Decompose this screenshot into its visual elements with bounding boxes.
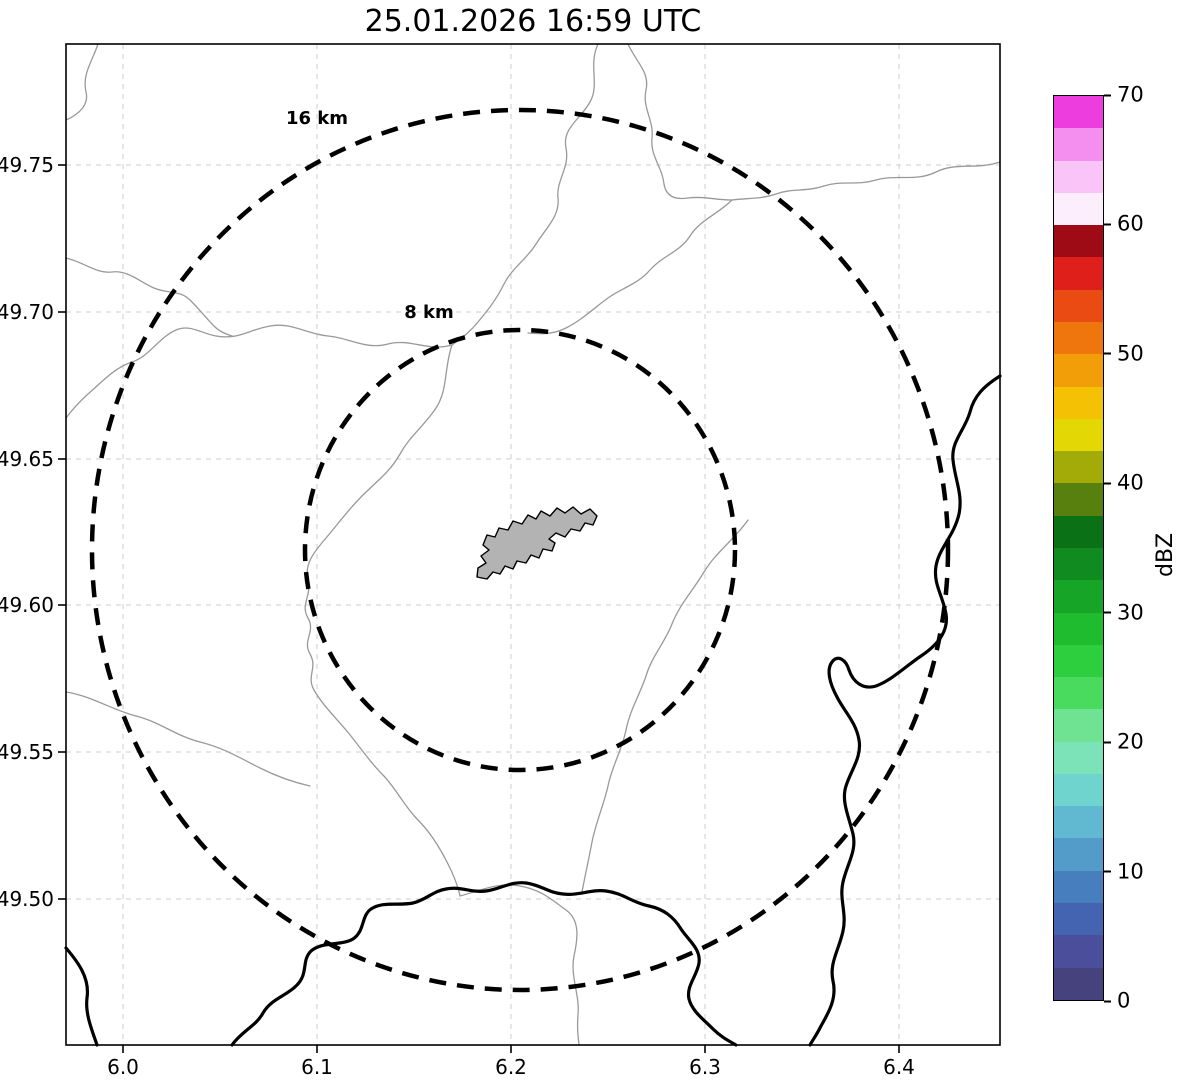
river-line	[451, 43, 599, 346]
y-tick-label: 49.70	[0, 300, 54, 324]
y-tick-label: 49.65	[0, 447, 54, 471]
colorbar-tick: 30	[1104, 602, 1144, 623]
colorbar-tick: 0	[1104, 988, 1131, 1013]
axis-ticks	[58, 164, 900, 1053]
colorbar-tick-mark	[1104, 741, 1111, 744]
colorbar-tick-mark	[1104, 611, 1111, 614]
x-tick-label: 6.3	[689, 1055, 721, 1079]
figure-title: 25.01.2026 16:59 UTC	[364, 4, 702, 39]
x-tick-label: 6.2	[495, 1055, 527, 1079]
range-ring-8km	[302, 327, 738, 773]
axes-frame	[65, 43, 1001, 1046]
colorbar-label: dBZ	[1153, 532, 1178, 577]
river-line	[65, 43, 99, 121]
colorbar-tick-label: 10	[1117, 859, 1144, 884]
colorbar-tick-label: 50	[1117, 341, 1144, 366]
country-border-east	[808, 374, 1002, 1047]
y-tick-label: 49.55	[0, 740, 54, 764]
y-tick-label: 49.75	[0, 153, 54, 177]
colorbar-tick-mark	[1104, 223, 1111, 226]
river-line	[527, 199, 733, 335]
range-ring-16km	[89, 107, 951, 993]
colorbar-tick: 10	[1104, 861, 1144, 882]
colorbar-tick-mark	[1104, 352, 1111, 355]
river-line	[731, 161, 1001, 201]
colorbar-tick: 20	[1104, 729, 1144, 754]
colorbar-tick-label: 20	[1117, 729, 1144, 754]
colorbar-tick: 60	[1104, 211, 1144, 236]
river-line	[65, 691, 311, 787]
river-line	[627, 43, 733, 201]
x-tick-label: 6.1	[301, 1055, 333, 1079]
colorbar-tick: 70	[1104, 82, 1144, 107]
river-line	[65, 257, 233, 337]
x-tick-label: 6.4	[883, 1055, 915, 1079]
colorbar-gradient	[1053, 95, 1104, 1001]
colorbar-tick-label: 40	[1117, 470, 1144, 495]
y-tick-label: 49.50	[0, 887, 54, 911]
colorbar-tick-mark	[1104, 482, 1111, 485]
river-line	[304, 344, 461, 897]
country-border-lines	[64, 374, 1002, 1047]
colorbar-tick: 50	[1104, 343, 1144, 364]
colorbar-tick-label: 30	[1117, 600, 1144, 625]
colorbar-tick-mark	[1104, 870, 1111, 873]
river-line	[459, 884, 580, 1046]
colorbar-tick-label: 0	[1117, 988, 1131, 1013]
colorbar: 70 60 50 40 30 20 10 0	[1053, 84, 1144, 1011]
colorbar-tick-label: 70	[1117, 82, 1144, 107]
colorbar-tick-mark	[1104, 1000, 1111, 1002]
ring-label-8km: 8 km	[404, 302, 454, 323]
river-line	[65, 324, 453, 419]
colorbar-tick: 40	[1104, 470, 1144, 495]
country-border-southwest	[64, 946, 99, 1047]
colorbar-tick-label: 60	[1117, 211, 1144, 236]
river-line	[581, 519, 749, 893]
river-lines	[65, 43, 1001, 1046]
ring-label-16km: 16 km	[286, 108, 348, 129]
colorbar-tick-mark	[1104, 94, 1111, 96]
y-tick-label: 49.60	[0, 593, 54, 617]
country-border-south	[230, 881, 738, 1047]
x-tick-label: 6.0	[107, 1055, 139, 1079]
city-boundary-polygon	[476, 506, 598, 580]
